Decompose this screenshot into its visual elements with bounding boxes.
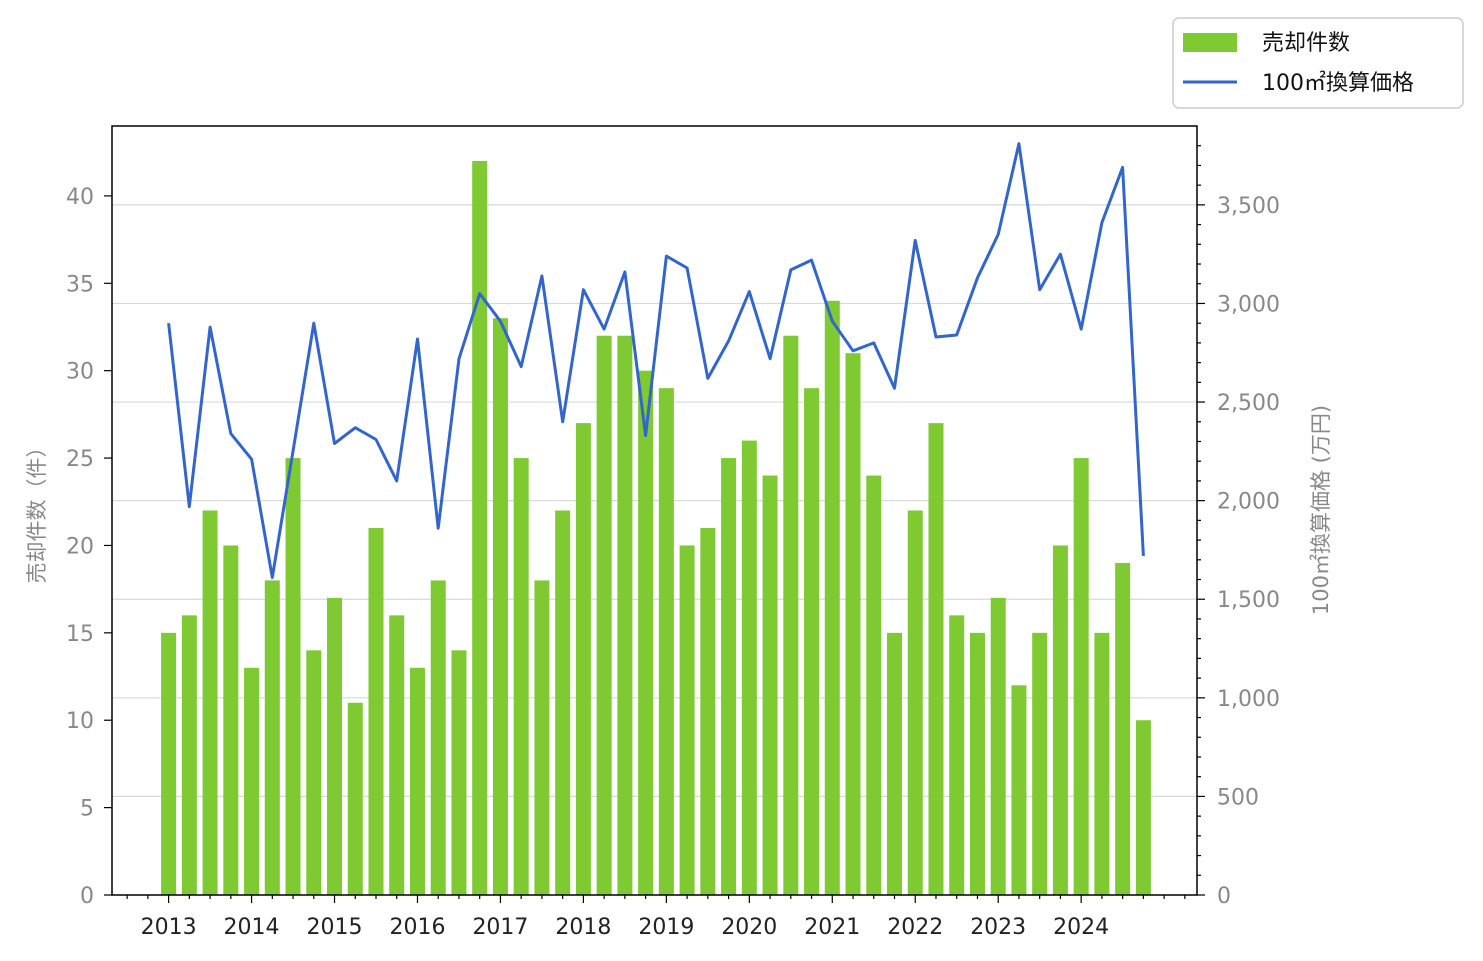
bar (679, 545, 695, 895)
x-tick-label: 2016 (389, 915, 445, 940)
left-tick-label: 5 (80, 797, 94, 822)
bar (285, 458, 301, 895)
x-tick-label: 2019 (638, 915, 694, 940)
x-tick-label: 2024 (1053, 915, 1109, 940)
legend-line-label: 100㎡換算価格 (1262, 70, 1414, 96)
x-tick-label: 2022 (887, 915, 943, 940)
bar (534, 580, 550, 895)
bar (181, 615, 197, 895)
x-tick-label: 2020 (721, 915, 777, 940)
bar (1094, 632, 1110, 895)
right-tick-label: 2,000 (1217, 490, 1280, 515)
bar (617, 335, 633, 895)
bar (472, 160, 488, 896)
bar (555, 510, 571, 895)
bar-series (161, 160, 1151, 896)
bar (264, 580, 280, 895)
bar (824, 300, 840, 896)
right-tick-label: 0 (1217, 884, 1231, 909)
bar (741, 440, 757, 895)
bar (389, 615, 405, 895)
legend-bar-label: 売却件数 (1262, 31, 1350, 56)
left-tick-label: 10 (66, 709, 94, 734)
bar (969, 632, 985, 895)
bar (804, 388, 820, 895)
bar (513, 458, 529, 895)
bar (1135, 720, 1151, 895)
x-tick-label: 2017 (472, 915, 528, 940)
right-axis-label: 100㎡換算価格 (万円) (1309, 405, 1333, 615)
bar (866, 475, 882, 895)
x-tick-label: 2018 (555, 915, 611, 940)
bar (575, 423, 591, 895)
bar (1032, 632, 1048, 895)
bar (596, 335, 612, 895)
bar (409, 667, 425, 895)
bar (1052, 545, 1068, 895)
line-series (167, 142, 1145, 579)
x-tick-label: 2014 (224, 915, 280, 940)
bar (161, 632, 177, 895)
bar (700, 527, 716, 895)
bar (949, 615, 965, 895)
legend-box (1172, 17, 1464, 109)
left-tick-label: 35 (66, 272, 94, 297)
price-line (167, 142, 1145, 579)
right-tick-label: 1,000 (1217, 687, 1280, 712)
bar (451, 650, 467, 895)
bar (762, 475, 778, 895)
left-tick-label: 30 (66, 360, 94, 385)
bar (1115, 562, 1131, 895)
right-tick-label: 3,500 (1217, 194, 1280, 219)
bar (658, 388, 674, 895)
bar (990, 597, 1006, 895)
bar (327, 597, 343, 895)
bar (347, 702, 363, 895)
bar (244, 667, 260, 895)
bar (368, 527, 384, 895)
right-tick-label: 3,000 (1217, 292, 1280, 317)
x-tick-label: 2021 (804, 915, 860, 940)
left-tick-label: 25 (66, 447, 94, 472)
legend-bar-swatch (1183, 33, 1237, 52)
left-axis-label: 売却件数（件） (25, 437, 49, 584)
left-tick-label: 20 (66, 534, 94, 559)
right-tick-label: 500 (1217, 785, 1259, 810)
bar (1011, 685, 1027, 895)
bar (887, 632, 902, 895)
bar (907, 510, 923, 895)
bar (845, 353, 861, 895)
bar (638, 370, 654, 895)
left-tick-label: 0 (80, 884, 94, 909)
bar (928, 423, 944, 895)
bar (783, 335, 799, 895)
x-tick-label: 2015 (307, 915, 363, 940)
bar (492, 318, 508, 895)
legend: 売却件数 100㎡換算価格 (1172, 17, 1464, 109)
bar (1073, 458, 1089, 895)
right-axis-ticks: 0 500 1,000 1,500 2,000 2,500 3,000 3,500 (1197, 145, 1280, 909)
x-axis-ticks: 2013 2014 2015 2016 2017 2018 2019 2020 2021 2022… (126, 895, 1186, 940)
bar (306, 650, 322, 895)
bar (430, 580, 446, 895)
left-tick-label: 15 (66, 622, 94, 647)
bar (223, 545, 239, 895)
left-axis-ticks: 0 5 10 15 20 25 30 35 40 (66, 185, 112, 909)
left-tick-label: 40 (66, 185, 94, 210)
bar (202, 510, 218, 895)
plot-frame (111, 125, 1198, 896)
right-tick-label: 1,500 (1217, 588, 1280, 613)
right-tick-label: 2,500 (1217, 391, 1280, 416)
x-tick-label: 2023 (970, 915, 1026, 940)
x-tick-label: 2013 (141, 915, 197, 940)
bar (721, 458, 737, 895)
